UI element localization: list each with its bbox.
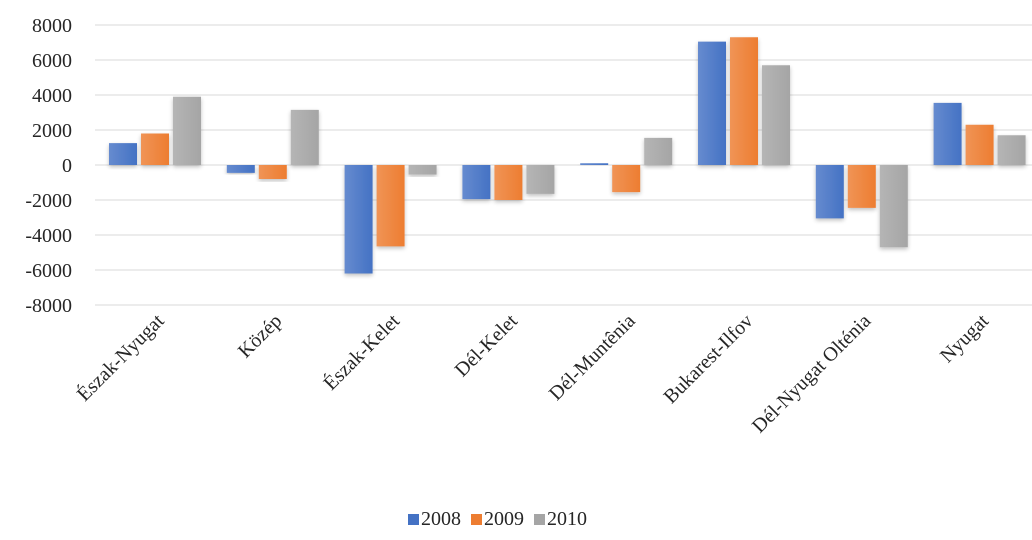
y-tick-label: 0 <box>62 155 72 177</box>
bar-2010-3 <box>526 165 555 194</box>
bar-2010-7 <box>997 135 1026 165</box>
bar-2009-3 <box>494 165 523 200</box>
y-tick-label: 4000 <box>32 85 72 107</box>
bar-2008-0 <box>109 143 137 165</box>
bar-2009-6 <box>847 165 876 208</box>
bars <box>109 37 1026 274</box>
bar-2009-0 <box>141 133 169 165</box>
bar-2008-2 <box>344 165 373 274</box>
bar-2009-1 <box>258 165 287 179</box>
y-tick-label: -4000 <box>25 225 72 247</box>
y-axis-tick-labels: 8000 6000 4000 2000 0 -2000 -4000 -6000 -8000 <box>25 15 72 317</box>
bar-2010-2 <box>408 165 437 175</box>
x-category-label: Dél-Muntênia <box>545 310 640 405</box>
legend-label: 2008 <box>421 508 461 530</box>
y-tick-label: -6000 <box>25 260 72 282</box>
bar-2009-7 <box>965 124 994 165</box>
bar-2010-4 <box>644 137 673 165</box>
legend: 2008 2009 2010 <box>408 508 587 530</box>
y-tick-label: 6000 <box>32 50 72 72</box>
legend-swatch-2010 <box>534 514 545 525</box>
legend-swatch-2009 <box>471 514 482 525</box>
legend-label: 2010 <box>547 508 587 530</box>
bar-2008-3 <box>462 165 491 200</box>
bar-2008-4 <box>580 163 609 165</box>
x-category-label: Dél-Kelet <box>451 310 523 382</box>
legend-label: 2009 <box>484 508 524 530</box>
x-category-label: Észak-Kelet <box>319 309 405 395</box>
bar-2010-6 <box>879 165 908 248</box>
bar-2010-0 <box>173 96 201 165</box>
bar-2008-1 <box>226 165 255 173</box>
bar-2009-5 <box>730 37 758 165</box>
legend-swatch-2008 <box>408 514 419 525</box>
bar-2010-1 <box>290 109 319 165</box>
x-axis-category-labels: Észak-Nyugat Közép Észak-Kelet Dél-Kelet Dél… <box>72 309 993 437</box>
y-tick-label: 8000 <box>32 15 72 37</box>
bar-2008-5 <box>698 41 726 165</box>
x-category-label: Közép <box>234 310 286 362</box>
x-category-label: Nyugat <box>936 310 994 368</box>
x-category-label: Dél-Nyugat Olténia <box>748 310 876 438</box>
x-category-label: Bukarest-Ilfov <box>660 310 758 408</box>
bar-2009-2 <box>376 165 405 247</box>
bar-2008-6 <box>815 165 844 219</box>
bar-2009-4 <box>612 165 641 193</box>
bar-2008-7 <box>933 102 962 165</box>
bar-2010-5 <box>762 65 790 165</box>
y-tick-label: -8000 <box>25 295 72 317</box>
x-category-label: Észak-Nyugat <box>72 309 169 406</box>
y-tick-label: -2000 <box>25 190 72 212</box>
y-tick-label: 2000 <box>32 120 72 142</box>
